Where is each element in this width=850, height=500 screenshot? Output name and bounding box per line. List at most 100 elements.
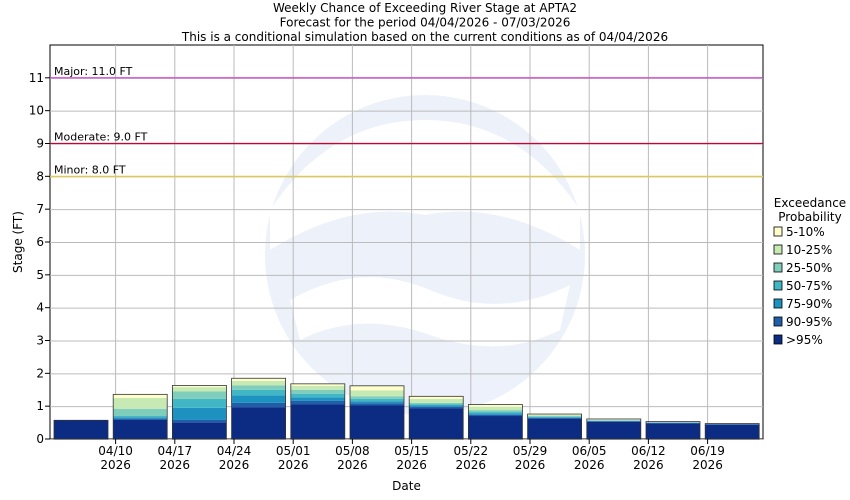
week-bar [527, 413, 582, 440]
bar-segment [231, 385, 286, 390]
bar-segment [409, 405, 464, 407]
x-tick-year: 2026 [456, 458, 487, 472]
x-tick-date: 04/10 [98, 444, 133, 458]
x-tick-year: 2026 [633, 458, 664, 472]
bar-segment [409, 408, 464, 439]
legend-swatch [773, 226, 783, 237]
x-tick-date: 05/15 [394, 444, 429, 458]
bar-outline [53, 419, 109, 440]
bar-segment [468, 413, 523, 415]
legend-label: 90-95% [786, 315, 832, 329]
x-tick-year: 2026 [278, 458, 309, 472]
bar-outline [290, 383, 346, 440]
bar-segment [527, 417, 582, 418]
legend-label: 10-25% [786, 243, 832, 257]
week-bar [231, 377, 287, 440]
bar-segment [350, 390, 404, 397]
title-line: Weekly Chance of Exceeding River Stage a… [273, 1, 577, 15]
x-tick-year: 2026 [574, 458, 605, 472]
week-bar [290, 383, 346, 440]
bar-segment [172, 391, 227, 399]
bar-segment [113, 394, 168, 398]
x-tick-year: 2026 [515, 458, 546, 472]
bar-segment [172, 407, 227, 420]
bar-segment [231, 389, 286, 396]
x-tick-date: 04/17 [158, 444, 193, 458]
chart-title: Weekly Chance of Exceeding River Stage a… [181, 1, 668, 44]
bar-segment [586, 421, 641, 439]
week-bar [171, 385, 227, 440]
bar-segment [409, 404, 464, 406]
bar-segment [527, 417, 582, 419]
bar-segment [409, 396, 464, 399]
x-tick-year: 2026 [337, 458, 368, 472]
bar-outline [645, 421, 701, 440]
legend-swatch [773, 298, 783, 309]
bar-segment [290, 404, 345, 439]
bar-segment [705, 424, 760, 439]
svg-text:NOAA: NOAA [338, 150, 511, 213]
x-tick-date: 05/22 [454, 444, 489, 458]
bar-segment [113, 419, 168, 439]
y-tick-label: 7 [36, 202, 44, 216]
bar-segment [468, 416, 523, 439]
bar-outline [408, 395, 464, 440]
flood-label: Moderate: 9.0 FT [54, 131, 148, 144]
bar-segment [113, 418, 168, 420]
bar-outline [171, 385, 227, 440]
y-tick-label: 4 [36, 301, 44, 315]
bar-outline [231, 377, 287, 440]
y-tick-label: 6 [36, 235, 44, 249]
legend-label: 75-90% [786, 297, 832, 311]
y-tick-label: 10 [29, 104, 44, 118]
bar-segment [468, 410, 523, 413]
bar-outline [112, 393, 168, 440]
x-tick-date: 04/24 [217, 444, 252, 458]
bar-segment [527, 414, 582, 416]
bar-segment [350, 405, 404, 439]
bar-segment [172, 422, 227, 439]
y-tick-label: 0 [36, 432, 44, 446]
bar-segment [409, 398, 464, 403]
bar-segment [290, 400, 345, 405]
bar-segment [231, 407, 286, 439]
legend-title: Exceedance [774, 196, 846, 210]
x-tick-year: 2026 [396, 458, 427, 472]
legend-label: 5-10% [786, 225, 825, 239]
week-bar [349, 385, 405, 440]
bar-segment [113, 416, 168, 418]
legend-label: 50-75% [786, 279, 832, 293]
x-tick-year: 2026 [219, 458, 250, 472]
bar-segment [113, 417, 168, 419]
x-tick-year: 2026 [692, 458, 723, 472]
bar-segment [231, 380, 286, 386]
bar-segment [290, 397, 345, 401]
bar-segment [350, 398, 404, 402]
bar-segment [350, 396, 404, 399]
bar-segment [527, 416, 582, 418]
bar-segment [350, 385, 404, 391]
y-tick-label: 8 [36, 169, 44, 183]
bar-outline [586, 418, 642, 440]
bar-segment [409, 402, 464, 405]
bar-outline [527, 413, 582, 440]
y-tick-label: 9 [36, 137, 44, 151]
bar-segment [113, 408, 168, 417]
y-tick-label: 5 [36, 268, 44, 282]
bar-segment [409, 406, 464, 409]
flood-label: Minor: 8.0 FT [54, 163, 126, 176]
flood-label: Major: 11.0 FT [54, 65, 133, 78]
bar-segment [54, 420, 108, 439]
bar-segment [468, 414, 523, 417]
bar-segment [527, 418, 582, 439]
bar-outline [704, 423, 760, 440]
legend-label: >95% [786, 333, 823, 347]
legend-swatch [773, 334, 783, 345]
x-tick-year: 2026 [160, 458, 191, 472]
title-line: This is a conditional simulation based o… [181, 30, 668, 44]
legend-title: Probability [778, 210, 841, 224]
bar-segment [290, 385, 345, 390]
x-tick-date: 05/29 [513, 444, 548, 458]
y-tick-label: 1 [36, 399, 44, 413]
